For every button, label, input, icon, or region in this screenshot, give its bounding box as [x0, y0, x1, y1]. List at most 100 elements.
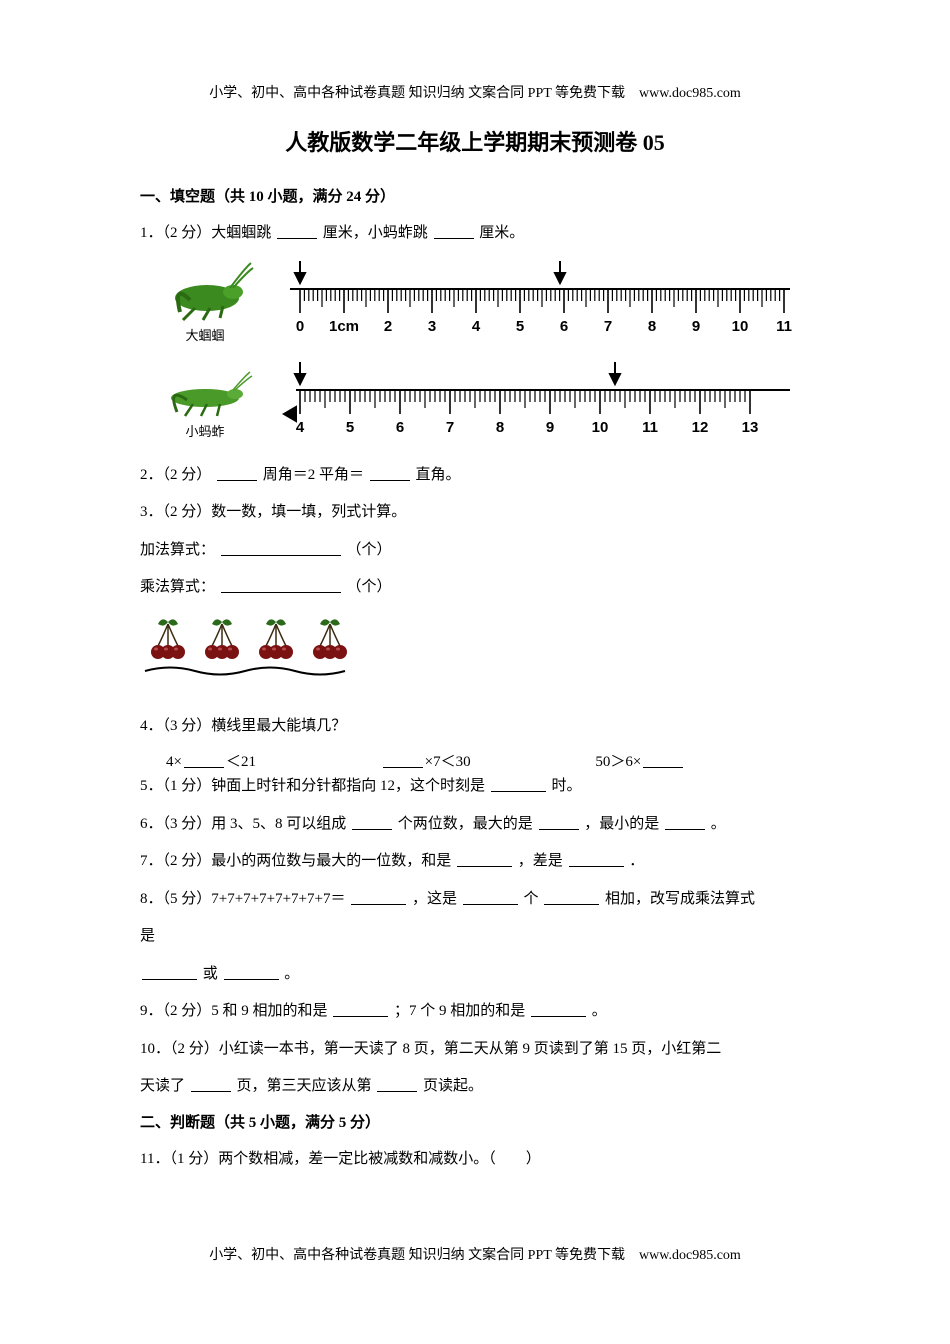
q4-b-post: ×7＜30	[425, 754, 471, 770]
ruler-row-1: 大蝈蝈 01cm234567891011	[140, 258, 810, 344]
q6-blank-3[interactable]	[665, 812, 705, 830]
q8-c: 个	[523, 891, 538, 907]
q7-c: ．	[629, 853, 644, 869]
q4-b: ×7＜30	[381, 748, 596, 771]
svg-text:10: 10	[592, 419, 609, 436]
q2-blank-1[interactable]	[217, 463, 257, 481]
q8-blank-3[interactable]	[544, 887, 599, 905]
doc-title: 人教版数学二年级上学期期末预测卷 05	[140, 125, 810, 157]
q8-e: 是	[140, 928, 155, 944]
q7-a: 7．（2 分）最小的两位数与最大的一位数，和是	[140, 853, 451, 869]
q8-line3: 或 。	[140, 959, 810, 991]
grasshopper-icon	[155, 258, 255, 323]
svg-text:4: 4	[472, 318, 481, 335]
q10-d: 页读起。	[423, 1078, 483, 1094]
q4-c-text: 50＞6×	[595, 754, 641, 770]
q8-blank-5[interactable]	[224, 962, 279, 980]
q4-b-blank[interactable]	[383, 750, 423, 768]
q9-blank-1[interactable]	[333, 999, 388, 1017]
q3-add-blank[interactable]	[221, 538, 341, 556]
q3-mul: 乘法算式： （个）	[140, 572, 810, 604]
q8-a: 8．（5 分）7+7+7+7+7+7+7+7＝	[140, 891, 345, 907]
q9-b: ；7 个 9 相加的和是	[394, 1003, 525, 1019]
q6-a: 6．（3 分）用 3、5、8 可以组成	[140, 816, 346, 832]
q6-d: 。	[711, 816, 726, 832]
q4-a-post: ＜21	[226, 754, 256, 770]
q1-blank-1[interactable]	[277, 221, 317, 239]
cherries-figure	[140, 616, 360, 686]
svg-text:2: 2	[384, 318, 392, 335]
svg-text:6: 6	[560, 318, 568, 335]
q7-blank-1[interactable]	[457, 849, 512, 867]
insect-1-label: 大蝈蝈	[140, 325, 270, 344]
q8-blank-4[interactable]	[142, 962, 197, 980]
q9-a: 9．（2 分）5 和 9 相加的和是	[140, 1003, 328, 1019]
svg-text:7: 7	[604, 318, 612, 335]
q1: 1．（2 分）大蝈蝈跳 厘米，小蚂蚱跳 厘米。	[140, 218, 810, 250]
q10-line1: 10．（2 分）小红读一本书，第一天读了 8 页，第二天从第 9 页读到了第 1…	[140, 1034, 810, 1066]
q4-a-blank[interactable]	[184, 750, 224, 768]
q8-blank-2[interactable]	[463, 887, 518, 905]
q8-g: 。	[284, 966, 299, 982]
section2-header: 二、判断题（共 5 小题，满分 5 分）	[140, 1111, 810, 1132]
svg-text:9: 9	[692, 318, 700, 335]
q10-line2: 天读了 页，第三天应该从第 页读起。	[140, 1071, 810, 1103]
q10-b: 天读了	[140, 1078, 185, 1094]
q6-b: 个两位数，最大的是	[398, 816, 533, 832]
svg-text:0: 0	[296, 318, 304, 335]
q8-d: 相加，改写成乘法算式	[605, 891, 755, 907]
q2-text-c: 直角。	[416, 467, 461, 483]
q7-blank-2[interactable]	[569, 849, 624, 867]
q1-text-b: 厘米，小蚂蚱跳	[323, 225, 428, 241]
q3-mul-unit: （个）	[347, 579, 392, 595]
q3-mul-label: 乘法算式：	[140, 579, 215, 595]
q11: 11．（1 分）两个数相减，差一定比被减数和减数小。（ ）	[140, 1144, 810, 1176]
q10-blank-1[interactable]	[191, 1074, 231, 1092]
q2-blank-2[interactable]	[370, 463, 410, 481]
svg-text:1cm: 1cm	[329, 318, 359, 335]
locust-icon	[155, 364, 255, 419]
svg-text:8: 8	[496, 419, 504, 436]
q4-c: 50＞6×	[595, 748, 810, 771]
q5-a: 5．（1 分）钟面上时针和分针都指向 12，这个时刻是	[140, 778, 485, 794]
q8-blank-1[interactable]	[351, 887, 406, 905]
svg-text:4: 4	[296, 419, 305, 436]
q8-b: ，这是	[412, 891, 457, 907]
q6-blank-2[interactable]	[539, 812, 579, 830]
q5-b: 时。	[552, 778, 582, 794]
q10-blank-2[interactable]	[377, 1074, 417, 1092]
q5-blank[interactable]	[491, 774, 546, 792]
q1-blank-2[interactable]	[434, 221, 474, 239]
q2-text-b: 周角＝2 平角＝	[263, 467, 364, 483]
insect-2: 小蚂蚱	[140, 364, 270, 440]
q4-a: 4×＜21	[166, 748, 381, 771]
svg-text:3: 3	[428, 318, 436, 335]
section1-header: 一、填空题（共 10 小题，满分 24 分）	[140, 185, 810, 206]
insect-1: 大蝈蝈	[140, 258, 270, 344]
svg-text:10: 10	[732, 318, 749, 335]
q5: 5．（1 分）钟面上时针和分针都指向 12，这个时刻是 时。	[140, 771, 810, 803]
q9-blank-2[interactable]	[531, 999, 586, 1017]
page-header: 小学、初中、高中各种试卷真题 知识归纳 文案合同 PPT 等免费下载 www.d…	[0, 82, 950, 102]
q8: 8．（5 分）7+7+7+7+7+7+7+7＝ ，这是 个 相加，改写成乘法算式	[140, 884, 810, 916]
q8-line2: 是	[140, 921, 810, 953]
q6-blank-1[interactable]	[352, 812, 392, 830]
q3-add-label: 加法算式：	[140, 542, 215, 558]
q4: 4．（3 分）横线里最大能填几？	[140, 711, 810, 743]
q7-b: ，差是	[518, 853, 563, 869]
q3-mul-blank[interactable]	[221, 575, 341, 593]
q6: 6．（3 分）用 3、5、8 可以组成 个两位数，最大的是 ，最小的是 。	[140, 809, 810, 841]
q2-text-a: 2．（2 分）	[140, 467, 211, 483]
svg-text:11: 11	[776, 318, 792, 335]
ruler-block: 大蝈蝈 01cm234567891011 小	[140, 258, 810, 442]
q2: 2．（2 分） 周角＝2 平角＝ 直角。	[140, 460, 810, 492]
svg-text:12: 12	[692, 419, 709, 436]
q1-text-a: 1．（2 分）大蝈蝈跳	[140, 225, 271, 241]
ruler-2-svg: 45678910111213	[270, 362, 810, 442]
svg-text:11: 11	[642, 419, 658, 436]
q4-c-blank[interactable]	[643, 750, 683, 768]
q7: 7．（2 分）最小的两位数与最大的一位数，和是 ，差是 ．	[140, 846, 810, 878]
svg-text:5: 5	[346, 419, 354, 436]
q3-add: 加法算式： （个）	[140, 535, 810, 567]
q1-text-c: 厘米。	[479, 225, 524, 241]
